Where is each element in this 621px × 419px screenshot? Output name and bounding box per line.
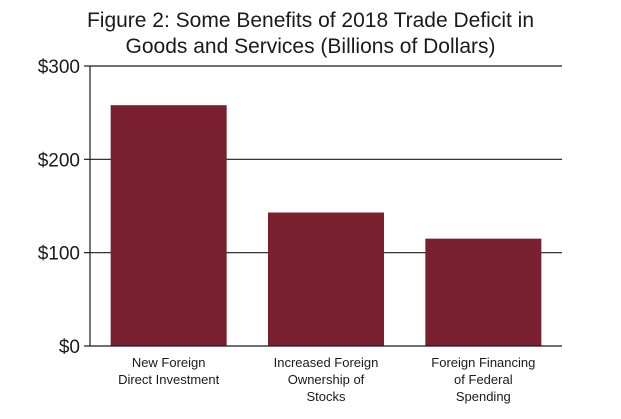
x-category-labels: New Foreign Direct Investment Increased Fo…: [118, 355, 535, 404]
chart-title-line-2: Goods and Services (Billions of Dollars): [125, 35, 496, 58]
y-tick-label: $100: [38, 244, 80, 265]
y-tick-labels: $0 $100 $200 $300: [38, 57, 80, 358]
y-tick-label: $200: [38, 150, 80, 171]
x-category-label-line: Increased Foreign: [274, 355, 379, 370]
bar-3: [425, 238, 542, 346]
x-category-label-line: Direct Investment: [118, 372, 220, 387]
bar-2: [268, 212, 384, 346]
x-category-label-line: Ownership of: [288, 372, 365, 387]
y-tick-label: $300: [38, 57, 80, 78]
x-category-label-line: Foreign Financing: [431, 355, 535, 370]
x-category-label-line: of Federal: [454, 372, 513, 387]
y-tick-label: $0: [59, 337, 80, 358]
bars: [110, 105, 542, 346]
chart-title: Figure 2: Some Benefits of 2018 Trade De…: [0, 8, 621, 60]
axes: [84, 65, 562, 347]
x-category-label: New Foreign Direct Investment: [118, 355, 220, 387]
x-category-label: Foreign Financing of Federal Spending: [431, 355, 535, 404]
x-category-label: Increased Foreign Ownership of Stocks: [274, 355, 379, 404]
x-category-label-line: New Foreign: [132, 355, 206, 370]
x-category-label-line: Spending: [456, 389, 511, 404]
x-category-label-line: Stocks: [306, 389, 346, 404]
chart-title-line-1: Figure 2: Some Benefits of 2018 Trade De…: [86, 9, 535, 32]
bar-1: [110, 105, 227, 346]
